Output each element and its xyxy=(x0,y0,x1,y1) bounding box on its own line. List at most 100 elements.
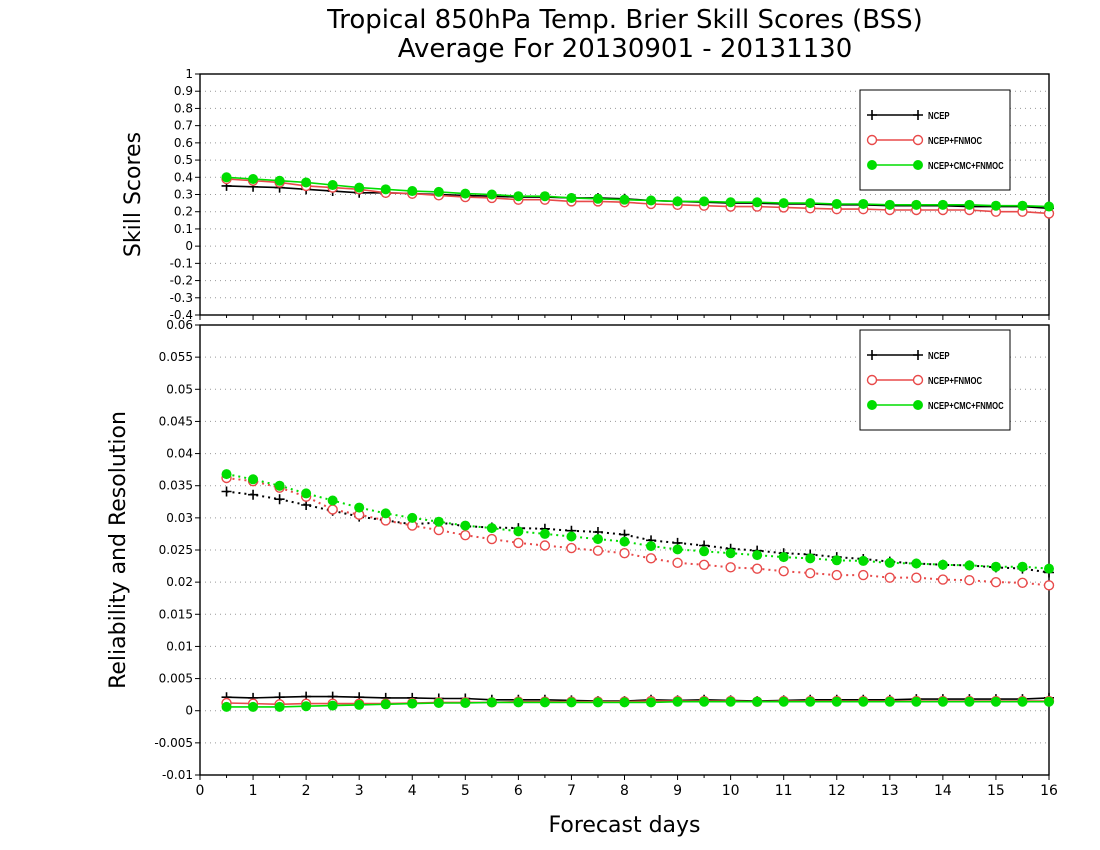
data-point xyxy=(937,559,948,570)
data-point xyxy=(672,196,683,207)
x-tick-label: 15 xyxy=(987,783,1005,799)
data-point xyxy=(884,199,895,210)
data-point xyxy=(778,696,789,707)
data-point xyxy=(433,698,444,708)
data-point xyxy=(699,546,710,557)
y-tick-label: 0.02 xyxy=(166,575,193,589)
legend-entry: NCEP+CMC+FNMOC xyxy=(928,161,1004,172)
data-point xyxy=(486,189,497,200)
y-tick-label: 0.04 xyxy=(166,447,193,461)
data-point xyxy=(699,696,710,707)
data-point xyxy=(248,701,259,712)
y-tick-label: -0.01 xyxy=(162,768,193,782)
data-point xyxy=(698,559,710,570)
series-line xyxy=(226,473,1050,570)
series-ncep-cmc-fnmoc-2 xyxy=(221,469,1054,574)
data-point xyxy=(990,696,1001,707)
data-point xyxy=(301,488,312,499)
data-point xyxy=(539,528,550,539)
data-point xyxy=(725,548,736,559)
y-tick-label: 0.045 xyxy=(159,414,193,428)
data-point xyxy=(566,542,577,554)
data-point xyxy=(752,550,763,561)
y-tick-label: -0.3 xyxy=(170,291,193,305)
data-point xyxy=(937,696,948,707)
data-point xyxy=(433,516,444,527)
data-point xyxy=(274,175,285,186)
x-tick-label: 8 xyxy=(620,783,629,799)
data-point xyxy=(354,502,365,513)
reliability-resolution-panel: -0.01 -0.005 0 0.005 0.01 0.015 0.02 0.025 0.03 0… xyxy=(106,318,1058,838)
data-point xyxy=(539,540,551,551)
data-point xyxy=(672,557,683,569)
data-point xyxy=(990,576,1002,588)
data-point xyxy=(751,563,763,574)
data-point xyxy=(566,531,577,542)
data-point xyxy=(592,545,604,556)
data-point xyxy=(327,504,338,515)
data-point xyxy=(964,696,975,707)
data-point xyxy=(486,523,497,534)
data-point xyxy=(964,199,975,210)
data-point xyxy=(274,480,285,491)
legend-marker xyxy=(913,350,923,360)
data-point xyxy=(327,700,338,711)
data-point xyxy=(380,184,391,195)
y-tick-label: 0.2 xyxy=(174,205,193,219)
data-point xyxy=(327,180,338,191)
data-point xyxy=(752,197,763,208)
data-point xyxy=(248,474,259,485)
data-point xyxy=(964,575,975,586)
legend-marker xyxy=(867,110,877,120)
legend-marker xyxy=(913,110,923,120)
series-line xyxy=(226,490,1050,574)
data-point xyxy=(354,699,365,710)
data-point xyxy=(619,536,630,547)
data-point xyxy=(805,567,816,579)
skill-scores-panel: -0.4 -0.3 -0.2 -0.1 0 0.1 0.2 0.3 0.4 0.5 0.6 0.7 0.… xyxy=(121,67,1055,322)
legend-marker xyxy=(866,374,878,386)
data-point xyxy=(990,561,1001,572)
series-ncep-cmc-fnmoc-5 xyxy=(221,696,1054,712)
y-tick-label: 0.005 xyxy=(159,672,193,686)
data-point xyxy=(460,520,471,531)
data-point xyxy=(831,569,842,581)
y-tick-label: -0.4 xyxy=(170,308,193,322)
data-point xyxy=(380,508,391,519)
x-tick-label: 2 xyxy=(302,783,311,799)
data-point xyxy=(646,195,657,206)
data-point xyxy=(884,696,895,707)
data-point xyxy=(380,699,391,710)
data-point xyxy=(248,174,259,185)
y-tick-label: 0.06 xyxy=(166,318,193,332)
data-point xyxy=(460,530,471,541)
data-point xyxy=(778,198,789,209)
data-point xyxy=(433,186,444,197)
data-point xyxy=(725,562,736,573)
data-point xyxy=(884,557,895,568)
data-point xyxy=(486,697,497,708)
data-point xyxy=(884,572,896,583)
legend-marker xyxy=(867,350,877,360)
y-tick-label: 0.8 xyxy=(174,101,193,115)
data-point xyxy=(274,494,285,505)
y-tick-label: 0.025 xyxy=(159,543,193,557)
data-point xyxy=(301,701,312,712)
data-point xyxy=(937,574,949,585)
data-point xyxy=(592,534,603,545)
data-point xyxy=(460,698,471,708)
data-point xyxy=(858,198,869,209)
chart-title: Tropical 850hPa Temp. Brier Skill Scores… xyxy=(326,5,923,35)
x-tick-label: 7 xyxy=(567,783,576,799)
data-point xyxy=(566,192,577,203)
data-point xyxy=(221,701,232,712)
data-point xyxy=(858,555,869,566)
data-point xyxy=(752,696,763,707)
data-point xyxy=(407,698,418,709)
data-point xyxy=(911,572,922,583)
data-point xyxy=(805,696,816,707)
data-point xyxy=(539,191,550,202)
data-point xyxy=(460,188,471,199)
data-point xyxy=(911,199,922,210)
